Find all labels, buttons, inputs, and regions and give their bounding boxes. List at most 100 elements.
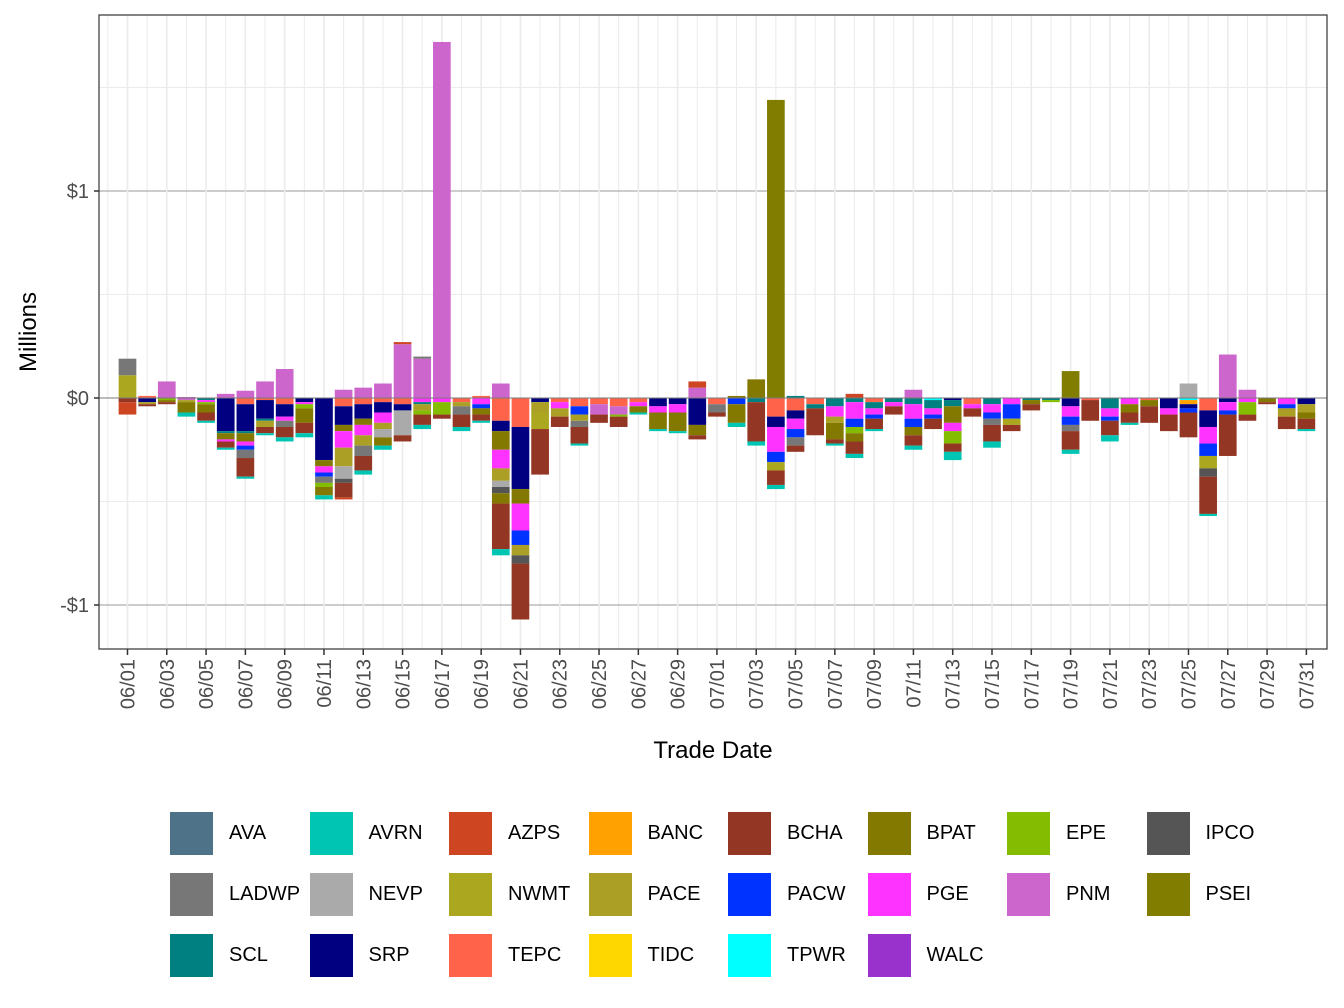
bar-stack bbox=[1277, 398, 1296, 430]
bar-segment-pge bbox=[1218, 402, 1237, 411]
bar-segment-bcha bbox=[708, 412, 726, 417]
legend-label: BCHA bbox=[787, 822, 843, 844]
bar-stack bbox=[708, 398, 726, 417]
bar-segment-pnm bbox=[688, 387, 707, 398]
bar-segment-avrn bbox=[256, 433, 274, 436]
bar-stack bbox=[825, 398, 844, 446]
bar-segment-srp bbox=[511, 426, 530, 490]
legend-label: TIDC bbox=[647, 944, 695, 966]
legend-swatch bbox=[588, 812, 632, 855]
bar-segment-pge bbox=[1199, 426, 1217, 444]
legend-item-tepc: TEPC bbox=[449, 934, 589, 977]
legend-label: TPWR bbox=[787, 944, 846, 966]
bar-segment-epe bbox=[845, 426, 864, 434]
legend-swatch bbox=[170, 873, 213, 916]
legend-item-azps: AZPS bbox=[449, 812, 589, 855]
bar-segment-bcha bbox=[118, 398, 137, 403]
x-tick-label: 06/15 bbox=[393, 659, 415, 709]
legend-label: NEVP bbox=[368, 883, 423, 905]
bar-segment-pnm bbox=[216, 393, 235, 398]
bar-segment-bpat bbox=[472, 408, 490, 415]
bar-segment-ipco bbox=[334, 478, 353, 483]
bar-segment-ladwp bbox=[275, 420, 294, 427]
bar-segment-pnm bbox=[177, 398, 196, 401]
bar-stack bbox=[747, 379, 766, 446]
bar-segment-bpat bbox=[668, 412, 687, 432]
bar-stack bbox=[197, 398, 215, 423]
bar-segment-pacw bbox=[1061, 416, 1080, 425]
bar-segment-azps bbox=[118, 402, 137, 415]
x-tick-label: 06/13 bbox=[353, 659, 375, 709]
bar-segment-tepc bbox=[236, 398, 255, 405]
bar-segment-pace bbox=[825, 416, 844, 423]
bar-segment-psei bbox=[1061, 371, 1080, 398]
bar-segment-bpat bbox=[511, 489, 530, 504]
bar-segment-avrn bbox=[1199, 513, 1217, 516]
bar-segment-pacw bbox=[1002, 404, 1021, 419]
y-tick-label: $0 bbox=[67, 388, 89, 410]
bar-segment-srp bbox=[295, 398, 314, 403]
legend-label: SCL bbox=[229, 944, 268, 966]
bar-segment-azps bbox=[845, 393, 864, 398]
bar-stack bbox=[668, 398, 687, 434]
bar-segment-bpat bbox=[374, 437, 392, 446]
bar-segment-tepc bbox=[374, 398, 392, 403]
bar-segment-bcha bbox=[609, 416, 628, 427]
legend-swatch bbox=[1007, 812, 1050, 855]
bar-segment-nwmt bbox=[531, 412, 549, 430]
bar-segment-pge bbox=[1238, 398, 1257, 403]
bar-segment-pace bbox=[138, 402, 156, 405]
legend-item-tpwr: TPWR bbox=[728, 934, 868, 977]
x-tick-label: 06/29 bbox=[668, 659, 690, 709]
bar-segment-nwmt bbox=[1199, 455, 1217, 469]
bar-segment-pace bbox=[354, 435, 373, 446]
legend-swatch bbox=[867, 934, 911, 977]
bar-segment-srp bbox=[786, 410, 805, 419]
bar-segment-bpat bbox=[295, 408, 314, 423]
bar-segment-avrn bbox=[452, 426, 471, 432]
bar-segment-pge bbox=[1277, 398, 1296, 405]
bar-segment-bcha bbox=[531, 429, 549, 475]
legend-swatch bbox=[728, 812, 771, 855]
bar-segment-pace bbox=[334, 447, 353, 467]
bar-segment-epe bbox=[413, 410, 432, 415]
bar-stack bbox=[1101, 398, 1119, 442]
bar-segment-tepc bbox=[865, 398, 883, 403]
bar-segment-pnm bbox=[374, 383, 392, 398]
bar-segment-pge bbox=[943, 422, 962, 432]
bar-segment-scl bbox=[197, 398, 215, 401]
bar-segment-pacw bbox=[236, 445, 255, 450]
x-tick-label: 06/07 bbox=[235, 659, 257, 709]
bar-segment-pge bbox=[629, 402, 648, 407]
bar-segment-bpat bbox=[1297, 412, 1316, 419]
bar-segment-bcha bbox=[1179, 412, 1198, 438]
bar-segment-srp bbox=[354, 404, 373, 419]
bar-segment-bpat bbox=[197, 404, 215, 413]
bar-segment-ladwp bbox=[983, 418, 1001, 425]
bar-segment-srp bbox=[531, 398, 549, 403]
bar-segment-tepc bbox=[550, 398, 569, 403]
bar-segment-scl bbox=[983, 398, 1001, 405]
bar-segment-avrn bbox=[491, 549, 510, 556]
bar-segment-tepc bbox=[609, 398, 628, 407]
bar-stack bbox=[1238, 389, 1257, 421]
bar-segment-pace bbox=[413, 404, 432, 411]
bar-segment-bpat bbox=[904, 426, 923, 436]
panel-background bbox=[99, 15, 1327, 649]
bar-stack bbox=[1199, 398, 1217, 516]
legend-swatch bbox=[309, 812, 353, 855]
legend-label: SRP bbox=[368, 944, 410, 966]
bar-segment-pnm bbox=[275, 369, 294, 398]
bar-segment-bcha bbox=[688, 435, 707, 440]
bar-segment-pge bbox=[1120, 398, 1139, 405]
x-tick-label: 07/03 bbox=[746, 659, 768, 709]
bar-segment-pge bbox=[511, 503, 530, 531]
bar-segment-bcha bbox=[275, 426, 294, 438]
legend-item-pacw: PACW bbox=[728, 873, 868, 916]
legend-item-scl: SCL bbox=[170, 934, 310, 977]
legend-swatch bbox=[1007, 873, 1050, 916]
bar-segment-avrn bbox=[943, 451, 962, 461]
legend-label: NWMT bbox=[508, 883, 571, 905]
bar-segment-tepc bbox=[256, 398, 274, 401]
bar-segment-pace bbox=[550, 408, 569, 417]
